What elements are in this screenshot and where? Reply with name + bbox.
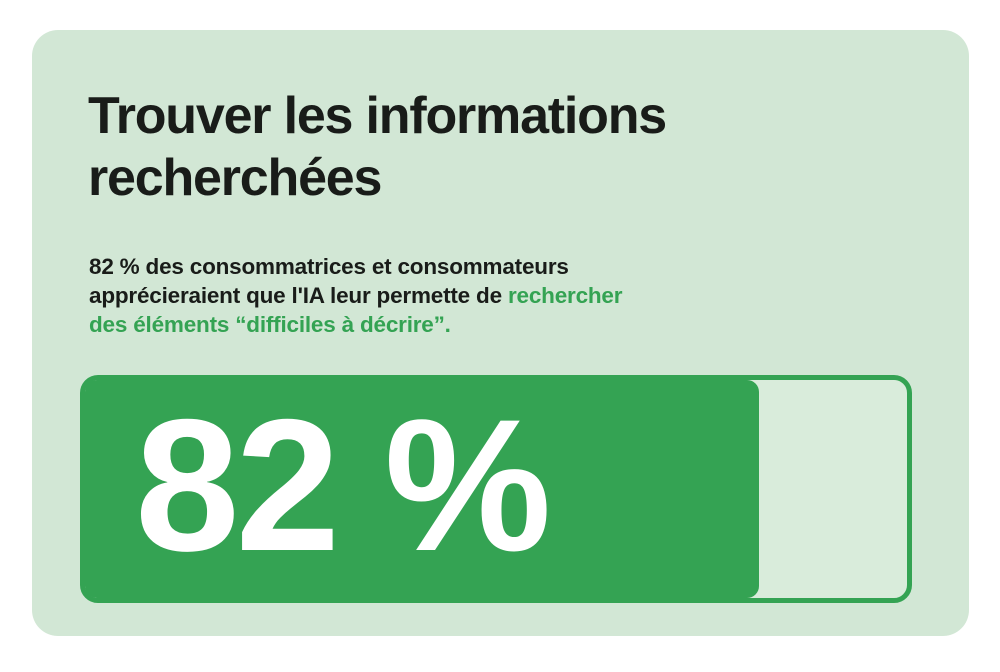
progress-value-label: 82 % bbox=[135, 380, 552, 590]
stat-description-line2: apprécieraient que l'IA leur permette de bbox=[89, 283, 502, 308]
page-title: Trouver les informations recherchées bbox=[88, 87, 667, 207]
stat-card: Trouver les informations recherchées 82 … bbox=[32, 30, 969, 636]
progress-bar-fill: 82 % bbox=[85, 380, 760, 598]
stat-description: 82 % des consommatrices et consommateurs… bbox=[89, 252, 849, 339]
stat-description-line1: 82 % des consommatrices et consommateurs bbox=[89, 254, 569, 279]
stat-description-highlight: rechercher bbox=[507, 283, 623, 308]
stat-description-line3: des éléments “difficiles à décrire”. bbox=[89, 312, 451, 337]
progress-bar-track: 82 % bbox=[80, 375, 912, 603]
